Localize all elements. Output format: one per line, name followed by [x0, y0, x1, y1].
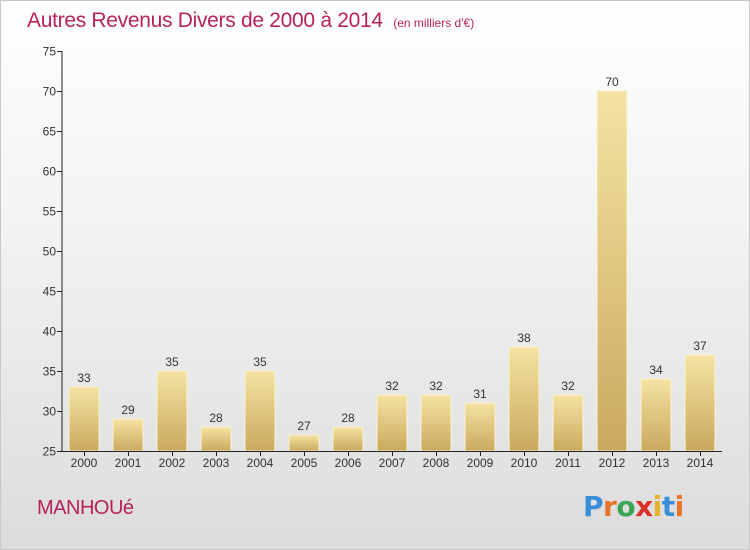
x-tick-label: 2014 [687, 456, 714, 470]
bar-value-label: 31 [473, 387, 487, 401]
bar [684, 354, 716, 452]
x-axis: 2000 2001 2002 2003 2004 2005 2006 2007 2008 2009… [62, 451, 722, 470]
bar [376, 394, 408, 452]
logo-letter: i [674, 490, 685, 523]
commune-name: MANHOUé [37, 497, 134, 519]
bar-value-label: 32 [385, 379, 399, 393]
bar [332, 426, 364, 452]
x-tick-label: 2012 [599, 456, 626, 470]
bar [552, 394, 584, 452]
x-tick-label: 2010 [511, 456, 538, 470]
y-tick-label: 40 [43, 325, 57, 339]
bar [596, 90, 628, 452]
bar-value-label: 28 [209, 411, 223, 425]
x-tick-label: 2002 [159, 456, 186, 470]
x-tick-label: 2006 [335, 456, 362, 470]
chart-title: Autres Revenus Divers de 2000 à 2014 (en… [27, 9, 474, 33]
bars: 33 29 35 28 35 27 28 32 32 31 38 32 70 34 37 [68, 75, 716, 452]
logo-letter: x [635, 490, 653, 523]
logo-letter: P [583, 490, 604, 523]
bar [68, 386, 100, 452]
x-tick-label: 2001 [115, 456, 142, 470]
x-tick-label: 2005 [291, 456, 318, 470]
x-tick-label: 2009 [467, 456, 494, 470]
y-tick-label: 50 [43, 245, 57, 259]
bar [420, 394, 452, 452]
title-unit: (en milliers d'€) [393, 16, 475, 30]
y-tick-label: 30 [43, 405, 57, 419]
bar-value-label: 37 [693, 339, 707, 353]
y-tick-label: 60 [43, 165, 57, 179]
y-tick-label: 25 [43, 445, 57, 459]
x-tick-label: 2000 [71, 456, 98, 470]
x-tick-label: 2011 [555, 456, 581, 470]
bar [288, 434, 320, 452]
logo-letter: t [661, 490, 675, 523]
x-tick-label: 2007 [379, 456, 406, 470]
x-tick-label: 2004 [247, 456, 274, 470]
y-tick-label: 70 [43, 85, 57, 99]
y-tick-label: 45 [43, 285, 57, 299]
bar [200, 426, 232, 452]
title-main: Autres Revenus Divers de 2000 à 2014 [27, 9, 383, 32]
y-tick-label: 75 [43, 45, 57, 59]
bar-value-label: 35 [165, 355, 179, 369]
bar [244, 370, 276, 452]
proxiti-logo[interactable]: Proxiti [583, 490, 684, 523]
bar-value-label: 27 [297, 419, 311, 433]
x-tick-label: 2008 [423, 456, 450, 470]
bar-value-label: 29 [121, 403, 135, 417]
bar-value-label: 38 [517, 331, 531, 345]
bar [464, 402, 496, 452]
logo-letter: i [652, 490, 663, 523]
y-axis: 25 30 35 40 45 50 55 60 65 70 75 [43, 45, 63, 459]
bar-value-label: 35 [253, 355, 267, 369]
bar [156, 370, 188, 452]
bar [112, 418, 144, 452]
bar-value-label: 33 [77, 371, 91, 385]
logo-letter: r [603, 490, 617, 523]
bar-value-label: 28 [341, 411, 355, 425]
x-tick-label: 2013 [643, 456, 670, 470]
bar [640, 378, 672, 452]
bar-value-label: 70 [605, 75, 619, 89]
y-tick-label: 35 [43, 365, 57, 379]
logo-letter: o [616, 490, 636, 523]
x-tick-label: 2003 [203, 456, 230, 470]
bar-value-label: 34 [649, 363, 663, 377]
bar-value-label: 32 [561, 379, 575, 393]
y-tick-label: 55 [43, 205, 57, 219]
bar [508, 346, 540, 452]
y-tick-label: 65 [43, 125, 57, 139]
bar-value-label: 32 [429, 379, 443, 393]
